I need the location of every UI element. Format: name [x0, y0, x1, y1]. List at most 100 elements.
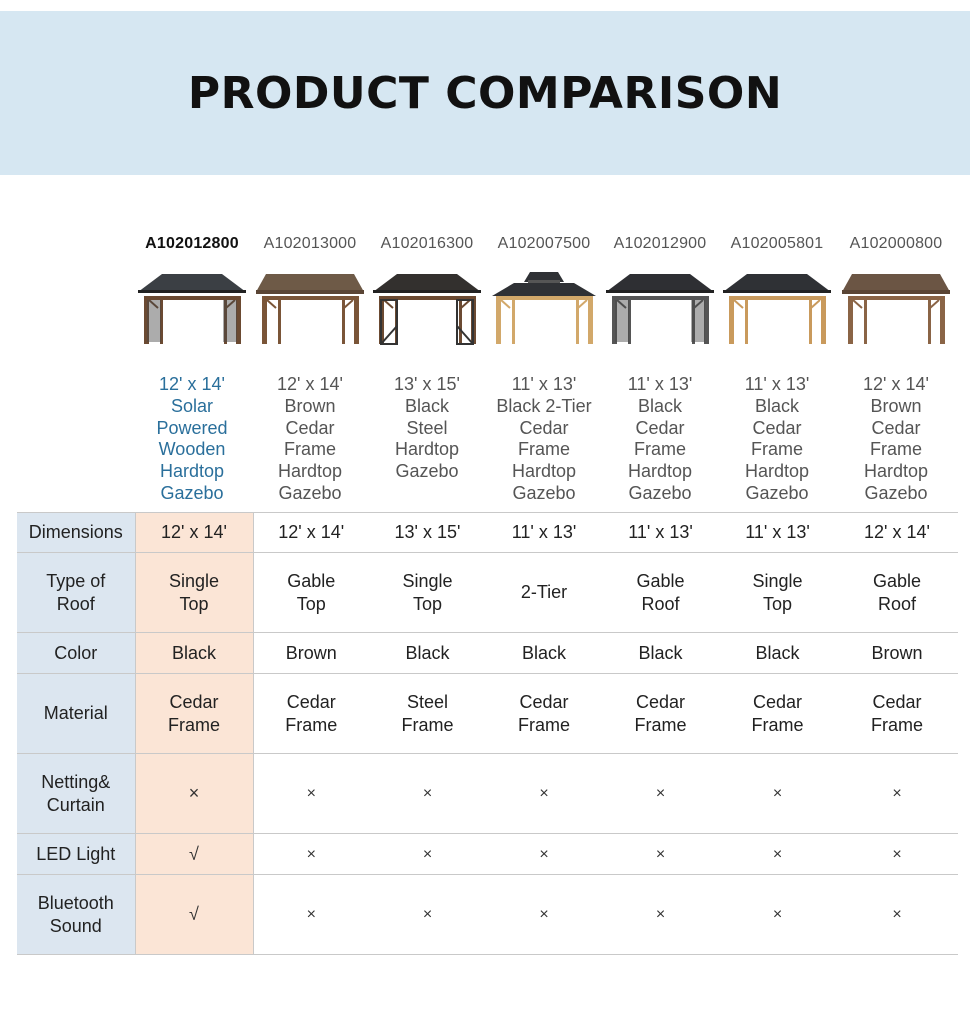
value-cell: 12' x 14' — [253, 512, 369, 553]
cell-line: 12' x 14' — [278, 522, 345, 542]
product-column: A102007500 11' x 13' Black 2-Tier Cedar Fram… — [486, 232, 602, 505]
cell-line: Frame — [634, 714, 687, 735]
table-row: LED Light √ × × × × × × — [17, 833, 958, 875]
product-header-row: A102012800 12' x 14' Solar Powered Wooden Har… — [0, 232, 970, 512]
comparison-table: Dimensions 12' x 14' 12' x 14' 13' x 15' 11'… — [17, 512, 958, 955]
cross-icon: × — [422, 845, 433, 863]
page-title: PRODUCT COMPARISON — [187, 67, 783, 119]
cell-line: Cedar — [635, 691, 686, 712]
row-label-line: Roof — [56, 593, 95, 614]
product-name-line: Cedar — [285, 417, 335, 438]
cell-line: 12' x 14' — [864, 522, 930, 542]
table-row: Bluetooth Sound √ × × × × × × — [17, 874, 958, 955]
cell-line: Gable — [287, 570, 336, 591]
cell-line: Roof — [641, 593, 680, 614]
row-label-line: Curtain — [46, 794, 105, 815]
product-name-line: Gazebo — [745, 482, 809, 503]
cell-line: Single — [752, 570, 803, 591]
gazebo-thumbnail[interactable] — [840, 266, 952, 346]
value-cell: 11' x 13' — [719, 512, 836, 553]
feature-mark-cell: × — [253, 833, 369, 875]
cross-icon: × — [655, 906, 666, 923]
product-column: A102012800 12' x 14' Solar Powered Wooden Har… — [134, 232, 250, 505]
value-cell: 2-Tier — [486, 552, 602, 633]
feature-mark-cell: × — [719, 833, 836, 875]
product-name-line: Cedar — [635, 417, 685, 438]
cell-line: Gable — [872, 570, 922, 591]
cell-line: 13' x 15' — [394, 522, 461, 542]
cell-line: Top — [412, 593, 443, 614]
gazebo-thumbnail[interactable] — [254, 266, 366, 346]
product-name: 13' x 15' Black Steel Hardtop Gazebo — [369, 374, 485, 483]
cell-line: Black — [405, 642, 450, 663]
gazebo-thumbnail[interactable] — [721, 266, 833, 346]
cell-line: Cedar — [286, 691, 336, 712]
row-label-line: Type of — [46, 570, 106, 591]
product-name-line: Gazebo — [864, 482, 928, 503]
cell-line: Single — [402, 570, 453, 591]
product-name-line: Hardtop — [863, 461, 929, 482]
cell-line: Gable — [636, 570, 685, 591]
product-sku: A102007500 — [497, 235, 591, 252]
cell-line: Top — [762, 593, 793, 614]
row-label: LED Light — [17, 833, 136, 875]
value-cell: Black — [486, 632, 602, 674]
product-name-line: Hardtop — [277, 461, 343, 482]
product-name: 12' x 14' Brown Cedar Frame Hardtop Gazebo — [252, 374, 368, 505]
feature-mark-cell: × — [253, 753, 369, 834]
product-name-line: Cedar — [871, 417, 921, 438]
cross-icon: × — [892, 906, 902, 923]
cell-line: Frame — [285, 714, 338, 735]
gazebo-thumbnail[interactable] — [488, 266, 600, 346]
product-sku: A102012900 — [613, 235, 707, 252]
product-name-line: Frame — [869, 439, 922, 460]
feature-mark-cell: √ — [135, 874, 254, 955]
table-row: Netting& Curtain × × × × × × × — [17, 753, 958, 834]
cross-icon: × — [892, 785, 902, 802]
cross-icon: × — [772, 845, 783, 863]
cell-line: Steel — [406, 691, 449, 712]
product-sku: A102000800 — [849, 235, 943, 252]
feature-mark-cell: × — [486, 874, 602, 955]
value-cell: Black — [369, 632, 486, 674]
value-cell: Black — [602, 632, 719, 674]
product-name[interactable]: 12' x 14' Solar Powered Wooden Hardtop Gazebo — [134, 374, 250, 505]
feature-mark-cell: × — [369, 833, 486, 875]
product-name-line: 13' x 15' — [394, 374, 460, 394]
value-cell: 12' x 14' — [836, 512, 958, 553]
product-name: 11' x 13' Black Cedar Frame Hardtop Gazebo — [602, 374, 718, 505]
value-cell: Gable Top — [253, 552, 369, 633]
product-column: A102013000 12' x 14' Brown Cedar Frame Hardto… — [252, 232, 368, 505]
feature-mark-cell: × — [369, 874, 486, 955]
row-label: Dimensions — [17, 512, 136, 553]
product-column: A102016300 13' x 15' Black Steel Hardtop Gaze… — [369, 232, 485, 483]
product-name-line: Frame — [750, 439, 803, 460]
table-row: Color Black Brown Black Black Black Black Brown — [17, 632, 958, 674]
feature-mark-cell: × — [486, 833, 602, 875]
feature-mark-cell: × — [719, 753, 836, 834]
product-column: A102005801 11' x 13' Black Cedar Frame Hardto… — [719, 232, 835, 505]
title-banner: PRODUCT COMPARISON — [0, 11, 970, 175]
product-name-line: Gazebo — [278, 482, 342, 503]
cell-line: Brown — [871, 642, 923, 663]
cross-icon: × — [539, 845, 549, 863]
feature-mark-cell: × — [602, 833, 719, 875]
product-name-line: Gazebo — [628, 482, 692, 503]
feature-mark-cell: × — [836, 874, 958, 955]
product-name-line: Solar — [170, 395, 214, 416]
product-sku: A102005801 — [730, 235, 824, 252]
product-name-line: Cedar — [519, 417, 569, 438]
gazebo-thumbnail[interactable] — [604, 266, 716, 346]
product-name-line: Frame — [633, 439, 686, 460]
cross-icon: × — [772, 785, 783, 802]
row-label: Material — [17, 673, 136, 754]
value-cell: 11' x 13' — [486, 512, 602, 553]
feature-mark-cell: × — [253, 874, 369, 955]
value-cell: 11' x 13' — [602, 512, 719, 553]
gazebo-thumbnail[interactable] — [371, 266, 483, 346]
gazebo-thumbnail[interactable] — [136, 266, 248, 346]
cell-line: Cedar — [519, 691, 569, 712]
row-label-line: Netting& — [41, 771, 111, 792]
product-name-line: 12' x 14' — [159, 374, 225, 394]
cell-line: Black — [521, 642, 566, 663]
